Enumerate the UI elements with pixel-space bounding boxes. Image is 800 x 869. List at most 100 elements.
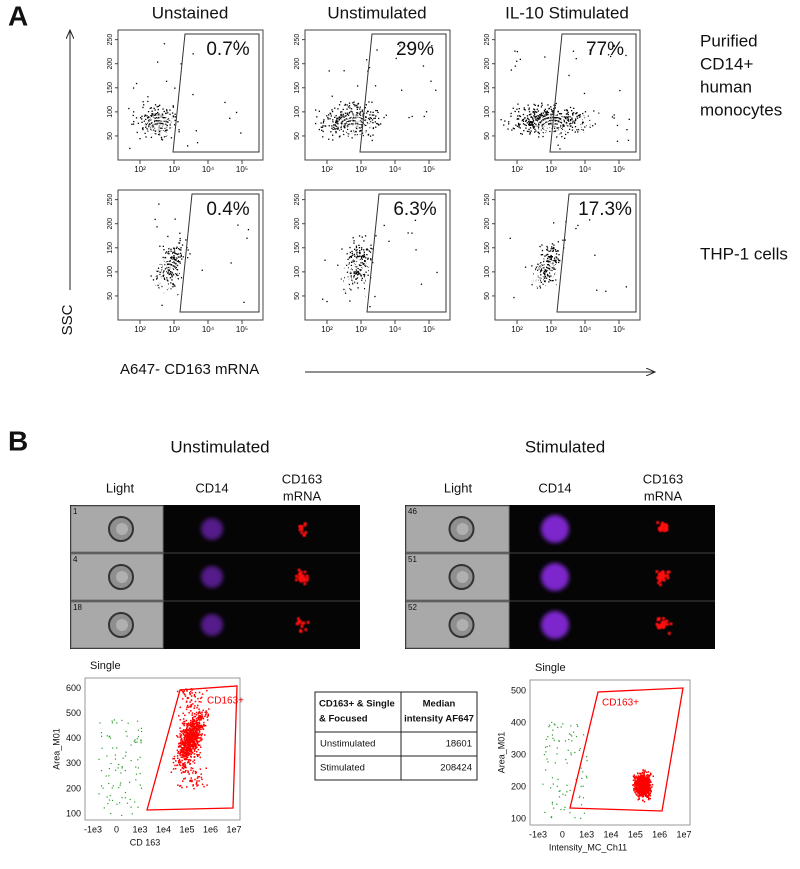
red-event — [644, 793, 647, 795]
red-event — [187, 738, 189, 740]
event-dot — [541, 267, 543, 269]
red-event — [187, 697, 190, 699]
red-event — [195, 745, 197, 748]
event-dot — [555, 256, 557, 258]
event-dot — [528, 128, 530, 131]
event-dot — [176, 264, 178, 266]
red-event — [191, 739, 193, 741]
event-dot — [173, 247, 175, 249]
event-dot — [579, 116, 581, 118]
event-dot — [346, 112, 348, 114]
event-dot — [177, 260, 179, 262]
red-event — [649, 784, 652, 786]
event-dot — [358, 264, 361, 266]
green-event — [570, 725, 572, 727]
event-dot — [179, 239, 181, 242]
event-dot — [343, 117, 345, 119]
event-dot — [571, 117, 573, 119]
red-event — [201, 783, 204, 786]
green-event — [106, 735, 108, 737]
event-dot — [348, 133, 350, 135]
red-event — [198, 719, 200, 721]
event-dot — [172, 283, 174, 285]
event-dot — [354, 134, 356, 136]
event-dot — [534, 116, 537, 118]
event-dot — [356, 282, 359, 284]
event-dot — [539, 270, 541, 272]
red-event — [187, 731, 189, 734]
event-dot — [162, 125, 164, 127]
green-event — [557, 726, 559, 728]
red-event — [637, 795, 639, 798]
event-dot — [159, 271, 161, 273]
event-dot — [541, 102, 543, 104]
red-event — [186, 745, 188, 747]
red-event — [641, 780, 643, 782]
event-dot — [348, 257, 351, 259]
cd163-spot — [658, 575, 662, 579]
green-event — [566, 791, 568, 793]
event-dot — [167, 283, 169, 285]
y-tick-label: 50 — [484, 292, 491, 300]
event-dot — [549, 258, 551, 260]
event-dot — [425, 111, 428, 113]
channel-label: CD14 — [195, 480, 228, 495]
red-event — [639, 786, 641, 789]
cd163-spot — [659, 578, 663, 583]
event-dot — [557, 258, 559, 260]
x-tick-label: 1e3 — [579, 829, 594, 839]
red-event — [184, 755, 187, 757]
event-dot — [332, 128, 334, 131]
event-dot — [542, 112, 544, 114]
green-event — [580, 767, 582, 769]
red-event — [182, 718, 185, 720]
red-event — [645, 771, 648, 774]
event-dot — [358, 247, 361, 249]
red-event — [635, 781, 638, 784]
event-dot — [545, 117, 547, 119]
red-event — [184, 741, 187, 744]
event-dot — [546, 260, 548, 262]
event-dot — [344, 292, 347, 294]
event-dot — [531, 265, 533, 267]
red-event — [197, 740, 200, 743]
cd163-spot — [661, 574, 665, 578]
event-dot — [326, 300, 328, 303]
green-event — [549, 745, 551, 747]
event-dot — [371, 114, 373, 116]
event-dot — [322, 298, 324, 300]
red-event — [643, 800, 646, 803]
green-event — [122, 757, 124, 759]
red-event — [191, 714, 193, 716]
event-dot — [361, 109, 363, 111]
x-tick-label: 0 — [560, 829, 565, 839]
event-dot — [153, 127, 156, 130]
event-dot — [524, 117, 526, 119]
red-event — [647, 790, 649, 792]
red-event — [187, 740, 189, 742]
event-dot — [342, 108, 344, 111]
green-event — [551, 777, 554, 779]
red-event — [179, 764, 182, 767]
event-dot — [546, 110, 548, 112]
red-event — [183, 747, 185, 749]
event-dot — [326, 115, 328, 117]
green-event — [567, 749, 569, 751]
red-event — [184, 766, 186, 768]
event-dot — [158, 130, 161, 132]
red-event — [192, 737, 195, 740]
event-dot — [568, 74, 570, 77]
red-event — [192, 717, 194, 719]
event-dot — [235, 111, 238, 114]
red-event — [187, 748, 189, 751]
red-event — [185, 738, 188, 740]
event-dot — [195, 130, 197, 132]
event-dot — [528, 111, 531, 113]
event-dot — [330, 115, 332, 117]
red-event — [188, 733, 190, 735]
green-event — [109, 737, 112, 739]
red-event — [190, 738, 193, 740]
event-dot — [141, 121, 143, 123]
event-dot — [571, 129, 574, 131]
event-dot — [359, 115, 362, 117]
